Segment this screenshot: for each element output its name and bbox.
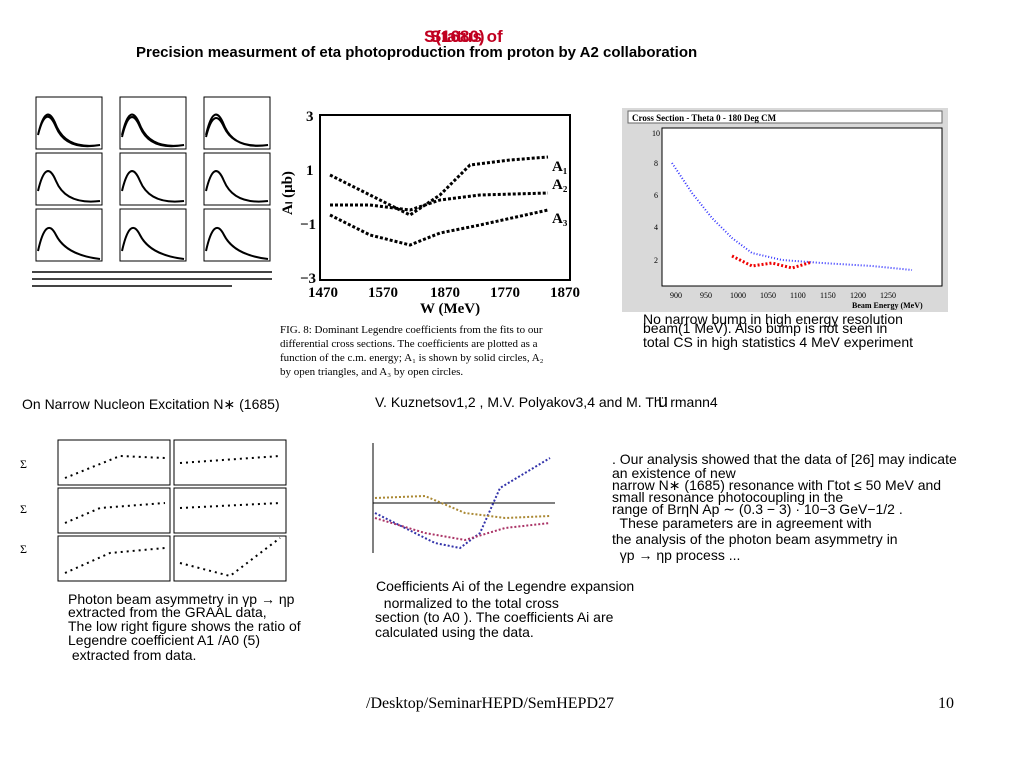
axis-label: Beam Energy (MeV) [852, 301, 923, 310]
tick-label: 1250 [880, 291, 896, 300]
tick-label: 3 [306, 109, 314, 125]
tick-label: 900 [670, 291, 682, 300]
caption: normalized to the total cross [376, 595, 559, 611]
tick-label: 1200 [850, 291, 866, 300]
tick-label: 1150 [820, 291, 836, 300]
tick-label: 1870 [550, 285, 580, 301]
tick-label: 6 [654, 191, 658, 200]
tick-label: 1870 [430, 285, 460, 301]
caption: No narrow bump in high energy resolution [643, 311, 903, 327]
figure-cross-section: Cross Section - Theta 0 - 180 Deg CM 10 … [622, 108, 948, 312]
caption: function of the c.m. energy; A₁ is shown… [280, 352, 544, 364]
abstract: an existence of new [612, 465, 736, 481]
glyph: u [658, 391, 669, 411]
caption: FIG. 8: Dominant Legendre coefficients f… [280, 324, 543, 336]
caption: The low right figure shows the ratio of [68, 618, 301, 634]
svg-text:Σ: Σ [20, 542, 27, 556]
abstract: small resonance photocoupling in the [612, 489, 844, 505]
tick-label: 1570 [368, 285, 398, 301]
tick-label: 950 [700, 291, 712, 300]
series-label: A₁ [552, 159, 567, 175]
caption: Photon beam asymmetry in γp → ηp [68, 591, 295, 607]
page-number: 10 [938, 695, 954, 712]
paper-title: On Narrow Nucleon Excitation N∗ (1685) [22, 396, 280, 412]
tick-label: 10 [652, 129, 660, 138]
abstract: . Our analysis showed that the data of [… [612, 451, 957, 467]
overlay-text: Status of [430, 27, 503, 46]
plot-title: Cross Section - Theta 0 - 180 Deg CM [632, 113, 777, 123]
tick-label: 1 [306, 163, 314, 179]
caption: differential cross sections. The coeffic… [280, 338, 538, 350]
axis-label: Aₗ (μb) [280, 171, 296, 215]
caption: beam(1 MeV). Also bump is not seen in [643, 320, 888, 336]
tick-label: −1 [300, 217, 316, 233]
caption: calculated using the data. [375, 624, 534, 640]
authors: V. Kuznetsov1,2 , M.V. Polyakov3,4 and M… [375, 394, 718, 410]
overlay-text: S(1680) [424, 27, 485, 46]
series-label: A₃ [552, 211, 568, 227]
figure-ratio [372, 443, 555, 553]
tick-label: −3 [300, 271, 316, 287]
tick-label: 1050 [760, 291, 776, 300]
figure-grid [32, 96, 272, 287]
title: Precision measurment of eta photoproduct… [136, 44, 698, 61]
caption: extracted from data. [68, 647, 197, 663]
abstract: γp → ηp process ... [612, 547, 741, 563]
abstract: These parameters are in agreement with [612, 515, 872, 531]
tick-label: 1000 [730, 291, 746, 300]
figure-legendre: 3 1 −1 −3 1470 1570 1870 1770 1870 W (Me… [280, 109, 580, 378]
abstract: narrow N∗ (1685) resonance with Γtot ≤ 5… [612, 477, 942, 493]
caption: total CS in high statistics 4 MeV experi… [643, 334, 914, 350]
caption: extracted from the GRAAL data, [68, 604, 267, 620]
caption: Legendre coefficient A1 /A0 (5) [68, 632, 260, 648]
tick-label: 8 [654, 159, 658, 168]
svg-text:Σ: Σ [20, 457, 27, 471]
caption: Coefficients Ai of the Legendre expansio… [376, 578, 635, 594]
tick-label: 1770 [490, 285, 520, 301]
tick-label: 1100 [790, 291, 806, 300]
axis-label: W (MeV) [420, 301, 480, 317]
figure-asymmetry: Σ Σ Σ [20, 439, 287, 582]
series-label: A₂ [552, 177, 568, 193]
caption: section (to A0 ). The coefficients Ai ar… [375, 609, 614, 625]
tick-label: 2 [654, 256, 658, 265]
footer-path: /Desktop/SeminarHEPD/SemHEPD27 [366, 695, 614, 712]
abstract: range of BrηN Ap ∼ (0.3 − 3) · 10−3 GeV−… [612, 501, 903, 517]
caption: by open triangles, and A₃ by open circle… [280, 366, 463, 378]
abstract: the analysis of the photon beam asymmetr… [612, 531, 898, 547]
svg-text:Σ: Σ [20, 502, 27, 516]
tick-label: 4 [654, 223, 658, 232]
tick-label: 1470 [308, 285, 338, 301]
